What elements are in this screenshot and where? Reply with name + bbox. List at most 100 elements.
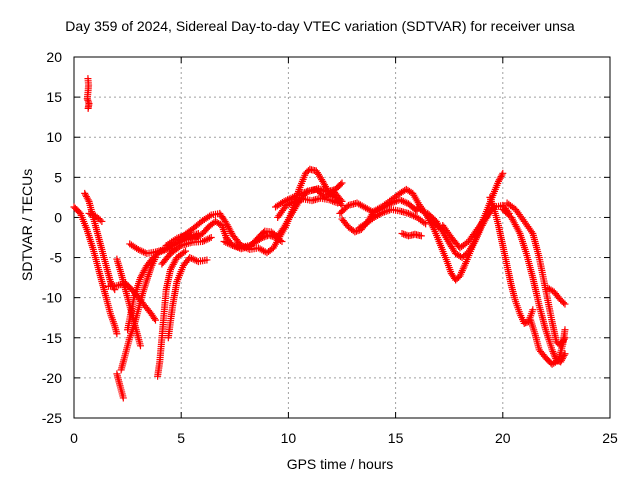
series-track-28	[503, 199, 569, 350]
data-point-marker	[497, 173, 505, 181]
series-track-17	[272, 179, 346, 211]
data-point-marker	[495, 176, 503, 184]
y-tick-label: 10	[46, 129, 62, 145]
series-track-12	[164, 254, 211, 342]
data-point-marker	[382, 207, 390, 215]
data-point-marker	[289, 198, 297, 206]
data-point-marker	[377, 210, 385, 218]
data-point-marker	[181, 247, 189, 255]
data-point-marker	[180, 248, 188, 256]
data-point-marker	[329, 197, 337, 205]
data-point-marker	[380, 208, 388, 216]
series-track-7	[113, 370, 127, 402]
data-point-marker	[314, 185, 322, 193]
data-point-marker	[119, 394, 127, 402]
data-point-marker	[232, 243, 240, 251]
data-point-marker	[400, 230, 408, 238]
series-track-22	[398, 229, 425, 240]
data-point-marker	[384, 207, 392, 215]
data-point-marker	[134, 246, 142, 254]
data-point-marker	[225, 240, 233, 248]
data-point-marker	[199, 238, 207, 246]
data-point-marker	[136, 246, 144, 254]
data-point-marker	[220, 238, 228, 246]
data-point-marker	[278, 238, 286, 246]
data-point-marker	[173, 234, 181, 242]
data-point-marker	[284, 201, 292, 209]
series-track-11	[154, 247, 189, 380]
data-point-marker	[420, 219, 428, 227]
data-point-marker	[98, 217, 106, 225]
y-axis-label: SDTVAR / TECUs	[19, 168, 35, 281]
y-tick-label: -10	[42, 290, 62, 306]
y-tick-label: 20	[46, 49, 62, 65]
x-tick-label: 25	[602, 430, 618, 446]
data-point-marker	[320, 186, 328, 194]
data-point-marker	[410, 212, 418, 220]
data-point-marker	[260, 228, 268, 236]
data-point-marker	[187, 254, 195, 262]
axis-ticks	[73, 56, 611, 419]
data-point-marker	[84, 104, 92, 112]
series-track-1	[70, 203, 121, 338]
data-point-marker	[327, 196, 335, 204]
data-point-marker	[85, 209, 93, 217]
data-point-marker	[287, 199, 295, 207]
data-point-marker	[404, 209, 412, 217]
data-point-marker	[338, 179, 346, 187]
data-point-marker	[338, 197, 346, 205]
data-point-marker	[262, 232, 270, 240]
plot-frame	[73, 56, 611, 419]
data-point-marker	[227, 241, 235, 249]
y-tick-label: -20	[42, 370, 62, 386]
data-point-marker	[84, 196, 92, 204]
series-track-23	[413, 169, 507, 284]
data-point-marker	[401, 231, 409, 239]
data-point-marker	[399, 197, 407, 205]
data-point-marker	[286, 200, 294, 208]
data-point-marker	[463, 239, 471, 247]
data-point-marker	[495, 177, 503, 185]
data-point-marker	[318, 186, 326, 194]
data-point-marker	[222, 238, 230, 246]
y-tick-label: 0	[54, 209, 62, 225]
data-point-marker	[337, 180, 345, 188]
series-track-29	[527, 316, 569, 368]
data-point-marker	[510, 204, 518, 212]
chart-title: Day 359 of 2024, Sidereal Day-to-day VTE…	[65, 18, 575, 34]
data-point-marker	[499, 169, 507, 177]
x-tick-label: 20	[495, 430, 511, 446]
data-point-marker	[234, 243, 242, 251]
data-point-marker	[189, 255, 197, 263]
data-point-marker	[498, 171, 506, 179]
y-tick-label: 15	[46, 89, 62, 105]
y-tick-label: 5	[54, 169, 62, 185]
data-point-marker	[332, 198, 340, 206]
data-point-marker	[207, 234, 215, 241]
data-point-marker	[87, 210, 95, 218]
data-point-marker	[82, 191, 90, 199]
data-point-marker	[280, 197, 288, 205]
data-points	[70, 75, 569, 402]
data-point-marker	[151, 316, 159, 324]
data-point-marker	[191, 256, 199, 264]
series-track-5	[104, 279, 159, 324]
y-tick-label: -25	[42, 410, 62, 426]
data-point-marker	[560, 299, 568, 307]
data-point-marker	[176, 243, 184, 251]
data-point-marker	[224, 239, 232, 247]
data-point-marker	[561, 350, 569, 358]
data-point-marker	[379, 209, 387, 217]
series-track-4	[83, 75, 93, 112]
x-tick-label: 15	[388, 430, 404, 446]
data-point-marker	[528, 228, 536, 236]
data-point-marker	[351, 228, 359, 236]
data-point-marker	[229, 242, 237, 250]
x-axis-label: GPS time / hours	[286, 456, 394, 472]
data-point-marker	[398, 229, 406, 237]
data-point-marker	[136, 342, 144, 350]
series-track-10	[126, 229, 202, 258]
x-tick-label: 5	[177, 430, 185, 446]
data-point-marker	[82, 193, 90, 201]
